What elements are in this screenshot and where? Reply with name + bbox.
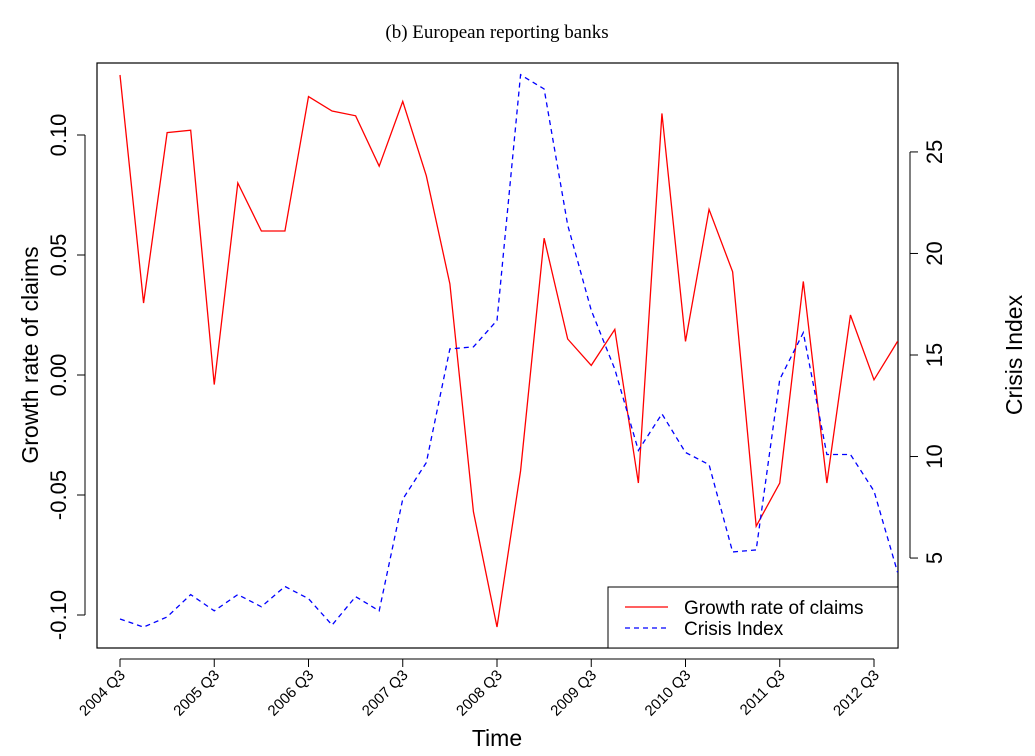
- series-line: [119, 74, 899, 628]
- x-tick-label: 2011 Q3: [737, 667, 789, 719]
- y-tick-label: -0.05: [46, 470, 71, 520]
- legend-box: [607, 586, 899, 649]
- y2-tick-label: 10: [922, 444, 947, 468]
- x-tick-label: 2006 Q3: [265, 667, 318, 720]
- legend-label: Growth rate of claims: [684, 598, 864, 619]
- y-tick-label: 0.10: [46, 114, 71, 157]
- y-axis-label: Growth rate of claims: [17, 246, 43, 463]
- series-line: [119, 73, 899, 628]
- x-tick-label: 2004 Q3: [76, 667, 129, 720]
- y-tick-label: 0.05: [46, 234, 71, 277]
- x-tick-label: 2012 Q3: [830, 667, 883, 720]
- y2-tick-label: 15: [922, 343, 947, 367]
- y-tick-label: 0.00: [46, 354, 71, 397]
- legend-label: Crisis Index: [684, 619, 784, 640]
- y-tick-label: -0.10: [46, 590, 71, 640]
- x-axis-label: Time: [472, 725, 522, 751]
- x-tick-label: 2008 Q3: [453, 667, 506, 720]
- x-tick-label: 2007 Q3: [359, 667, 412, 720]
- y2-tick-label: 5: [922, 552, 947, 564]
- plot-frame: [96, 62, 899, 649]
- x-tick-label: 2005 Q3: [170, 667, 223, 720]
- x-tick-label: 2009 Q3: [547, 667, 600, 720]
- chart-title: (b) European reporting banks: [385, 22, 608, 43]
- y2-axis-label: Crisis Index: [1001, 294, 1027, 415]
- y2-tick-label: 20: [922, 241, 947, 265]
- y2-tick-label: 25: [922, 140, 947, 164]
- x-tick-label: 2010 Q3: [642, 667, 695, 720]
